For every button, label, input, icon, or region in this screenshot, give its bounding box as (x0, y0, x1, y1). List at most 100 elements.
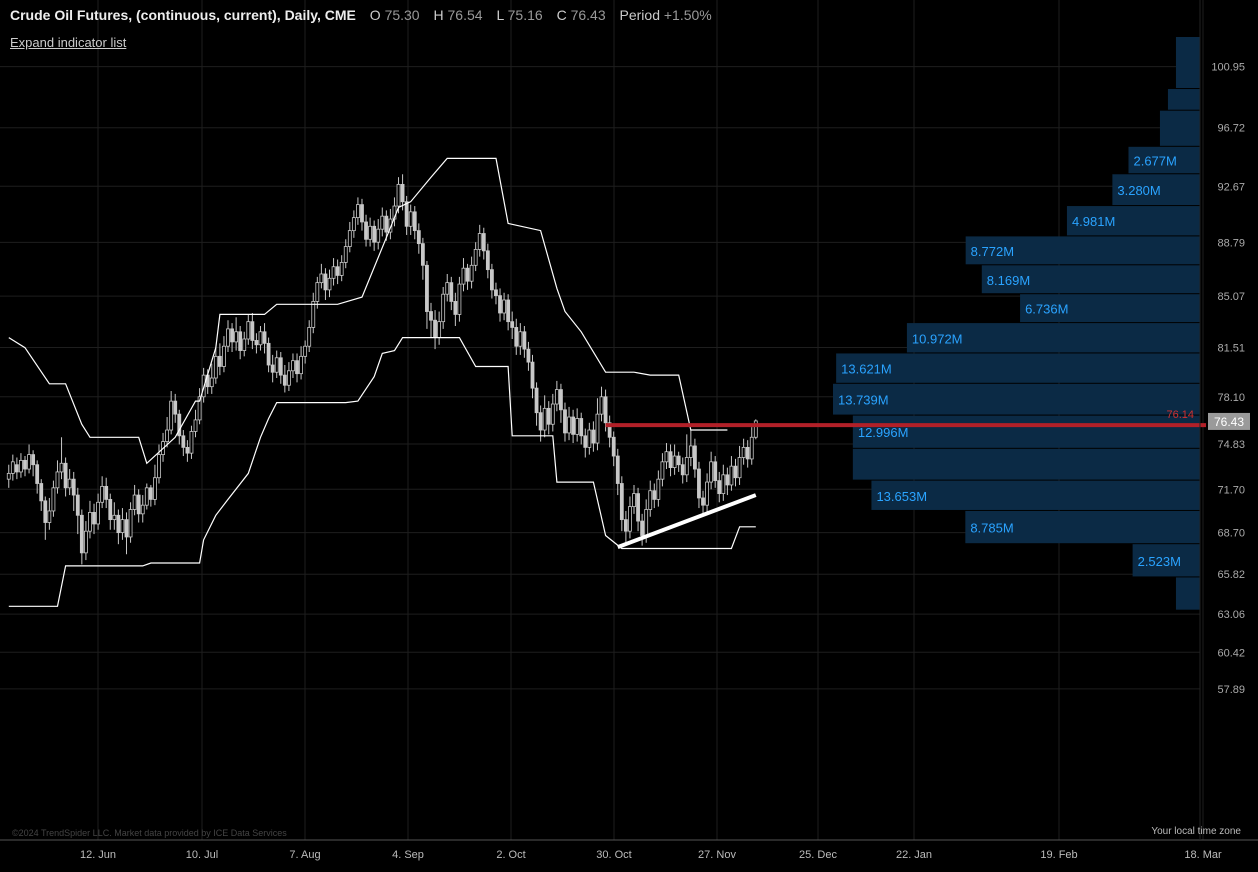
volume-profile-bar (1175, 577, 1200, 610)
volume-profile-bar (981, 265, 1200, 294)
timezone-label[interactable]: Your local time zone (1151, 826, 1241, 837)
candle-body (615, 455, 620, 484)
x-tick-label: 12. Jun (80, 849, 116, 861)
volume-profile-bar (1066, 206, 1200, 236)
volume-profile-label: 2.677M (1133, 154, 1176, 169)
candle-body (84, 530, 88, 554)
candle-body (607, 422, 612, 438)
candle-body (226, 328, 230, 347)
candle-body (526, 348, 531, 363)
volume-profile-label: 4.981M (1072, 214, 1115, 229)
y-tick-label: 68.70 (1217, 528, 1245, 540)
candle-body (153, 477, 157, 500)
volume-profile: 2.677M 3.280M 4.981M 8.772M 8.169M 6.736M 10.9… (833, 36, 1200, 610)
candle-body (457, 283, 462, 315)
candle-body (144, 487, 149, 506)
candle-body (311, 301, 316, 328)
candle-body (19, 459, 23, 473)
expand-indicator-list-link[interactable]: Expand indicator list (10, 35, 127, 50)
candle-body (441, 293, 446, 323)
y-tick-label: 81.51 (1217, 343, 1245, 355)
candle-body (120, 519, 125, 534)
candle-body (688, 445, 693, 458)
candle-body (242, 338, 247, 351)
y-tick-label: 57.89 (1217, 684, 1245, 696)
candle-body (286, 370, 291, 386)
y-tick-label: 96.72 (1217, 123, 1245, 135)
candle-body (157, 454, 161, 479)
candle-body (380, 215, 385, 230)
candle-body (104, 485, 109, 500)
candle-body (96, 501, 100, 525)
volume-profile-bar (852, 448, 1200, 480)
candle-body (709, 461, 714, 483)
candle-body (282, 374, 287, 386)
candle-body (124, 519, 129, 538)
candle-body (554, 389, 559, 405)
x-tick-label: 27. Nov (698, 849, 736, 861)
candle-body (347, 230, 352, 247)
candle-body (668, 451, 673, 469)
x-tick-label: 25. Dec (799, 849, 837, 861)
lower-channel-line (8, 337, 756, 607)
candle-body (88, 512, 92, 532)
candle-body (753, 420, 758, 438)
candle-body (364, 221, 368, 240)
candle-body (433, 319, 437, 338)
candle-body (664, 451, 669, 463)
candle-body (35, 464, 40, 484)
volume-profile-bar (836, 353, 1200, 383)
candle-body (725, 474, 730, 486)
open-label: O (369, 7, 381, 23)
candle-body (189, 431, 194, 454)
volume-profile-label: 10.972M (912, 331, 963, 346)
trendline (617, 493, 757, 549)
candle-body (356, 204, 360, 219)
candle-body (351, 217, 356, 232)
volume-profile-label: 8.785M (970, 521, 1013, 536)
candle-body (266, 342, 271, 366)
candle-body (563, 409, 567, 434)
candle-body (230, 328, 234, 343)
close-label: C (556, 7, 567, 23)
candle-body (550, 403, 555, 425)
candle-body (510, 321, 515, 328)
candle-body (307, 327, 312, 347)
candle-body (165, 429, 170, 442)
candle-body (445, 282, 450, 295)
candle-body (343, 246, 348, 263)
horizontal-level-label: 76.14 (1166, 409, 1194, 421)
candle-body (644, 509, 649, 536)
candle-body (449, 282, 454, 302)
candle-body (169, 400, 174, 431)
period-label: Period (619, 7, 660, 23)
candle-body (197, 396, 202, 421)
volume-profile-bar (833, 383, 1200, 415)
volume-profile-bar (1132, 544, 1200, 577)
candle-body (636, 493, 640, 522)
candle-body (559, 389, 563, 411)
volume-profile-bar (1112, 174, 1200, 206)
candle-body (672, 455, 677, 469)
candle-body (23, 459, 27, 470)
candle-body (278, 357, 283, 376)
candle-body (173, 400, 178, 415)
candle-body (372, 225, 377, 243)
candle-body (39, 483, 44, 502)
candle-body (575, 418, 580, 435)
y-tick-label: 60.42 (1217, 647, 1245, 659)
candle-body (534, 387, 539, 414)
candle-body (656, 478, 661, 500)
volume-profile-bar (1020, 294, 1200, 323)
y-tick-label: 85.07 (1217, 291, 1245, 303)
candle-body (238, 331, 243, 351)
volume-profile-label: 13.739M (838, 393, 889, 408)
candle-body (717, 480, 722, 495)
volume-profile-label: 8.772M (971, 244, 1014, 259)
candle-body (339, 262, 344, 276)
y-tick-label: 88.79 (1217, 237, 1245, 249)
candle-body (420, 243, 425, 266)
y-tick-label: 78.10 (1217, 392, 1245, 404)
candle-body (587, 429, 592, 448)
